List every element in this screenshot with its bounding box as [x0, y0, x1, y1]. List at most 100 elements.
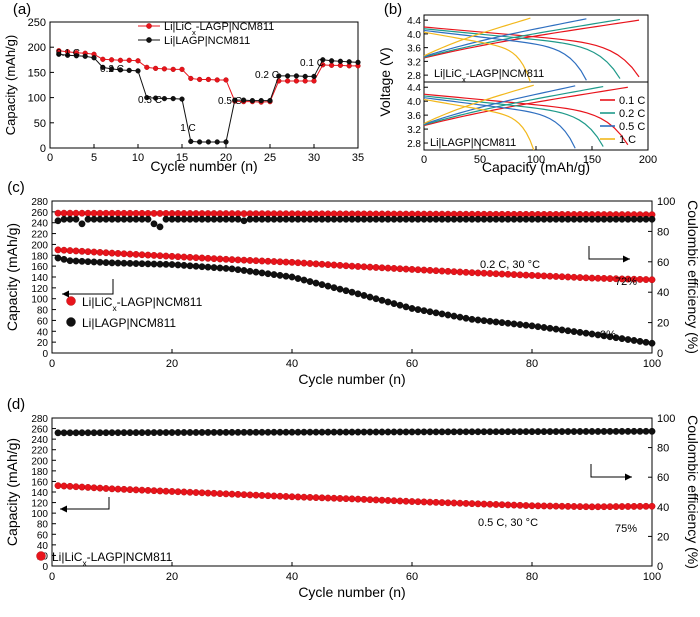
- panel-c-ce-point: [168, 210, 176, 217]
- panel-c-ce-point: [84, 215, 92, 223]
- panel-d-ce-point: [66, 429, 74, 437]
- panel-c-capacity-point: [324, 282, 332, 290]
- panel-d-capacity-point: [192, 489, 200, 496]
- panel-a-rate-label: 0.2 C: [255, 70, 279, 81]
- panel-c-capacity-point: [618, 335, 626, 343]
- panel-c-capacity-point: [126, 259, 134, 267]
- panel-d-capacity-point: [366, 496, 374, 504]
- panel-c-capacity-point: [576, 328, 584, 336]
- panel-c-ce-point: [582, 215, 590, 223]
- panel-d-capacity-point: [648, 502, 656, 510]
- panel-d-capacity-point: [504, 501, 512, 509]
- panel-a-series-point: [258, 98, 264, 104]
- panel-c-ce-point: [174, 215, 182, 223]
- panel-c-capacity-point: [102, 249, 110, 257]
- panel-c-capacity-point: [240, 256, 248, 264]
- panel-c-capacity-point: [282, 272, 290, 280]
- panel-c-ce-point: [300, 215, 308, 223]
- panel-d-capacity-point: [210, 489, 218, 497]
- panel-a-series-point: [82, 53, 88, 59]
- panel-c-capacity-point: [606, 275, 614, 282]
- panel-a-series-point: [267, 98, 273, 104]
- panel-c-y2tick-label: 80: [657, 226, 669, 238]
- panel-d-ytick-label: 260: [31, 425, 48, 436]
- panel-a-series-point: [100, 64, 106, 70]
- panel-a-series-point: [223, 139, 229, 145]
- panel-c-capacity-point: [66, 247, 74, 254]
- panel-a-series-point: [126, 67, 132, 73]
- panel-c-ce-point: [126, 215, 134, 223]
- panel-d-ce-point: [366, 428, 374, 436]
- panel-a-legend-entry: Li|LiCx-LAGP|NCM811: [164, 21, 274, 37]
- panel-c-capacity-point: [462, 314, 470, 322]
- panel-d-ce-point: [480, 428, 488, 436]
- panel-c-capacity-point: [294, 275, 302, 282]
- panel-d-ce-point: [354, 428, 362, 436]
- panel-c-ce-point: [96, 215, 104, 223]
- panel-d-ce-point: [306, 428, 314, 436]
- panel-d-ce-point: [198, 429, 206, 436]
- panel-b-discharge-curve-bottom: [423, 93, 629, 146]
- panel-c-capacity-point: [402, 265, 410, 273]
- panel-c-capacity-point: [258, 269, 266, 277]
- panel-b-ytick-label-top: 4.0: [407, 30, 421, 41]
- panel-c-capacity-point: [222, 255, 230, 263]
- panel-c-ylabel: Capacity (mAh/g): [4, 223, 20, 331]
- panel-c-capacity-point: [414, 266, 422, 274]
- panel-b-charge-curve-bottom: [423, 85, 604, 126]
- panel-c-capacity-point: [366, 293, 374, 301]
- panel-c-ytick-label: 100: [31, 295, 48, 306]
- panel-c-ce-point: [600, 215, 608, 223]
- panel-c-xtick-label: 60: [406, 358, 418, 370]
- panel-a-label: (a): [13, 1, 31, 18]
- panel-c-capacity-point: [228, 256, 236, 264]
- panel-c-condition: 0.2 C, 30 °C: [480, 259, 540, 271]
- panel-d-ce-point: [426, 428, 434, 436]
- panel-d-ce-point: [468, 428, 476, 436]
- panel-a-rate-label: 0.1 C: [56, 48, 80, 59]
- panel-d-ce-point: [648, 427, 656, 435]
- panel-d-capacity-point: [72, 483, 80, 491]
- panel-c-ce-point: [492, 215, 500, 223]
- panel-c-ce-point: [174, 210, 182, 217]
- panel-c-capacity-point: [354, 290, 362, 298]
- panel-d-ce-point: [108, 429, 116, 437]
- panel-d-capacity-point: [204, 489, 212, 497]
- panel-c-ce-point: [120, 209, 128, 217]
- panel-d-capacity-point: [630, 503, 638, 510]
- panel-c-ce-point: [342, 215, 350, 223]
- panel-c-ce-point: [210, 215, 218, 223]
- panel-d-capacity-point: [420, 498, 428, 506]
- panel-c-ytick-label: 60: [37, 316, 49, 327]
- panel-d-capacity-point: [564, 502, 572, 510]
- panel-d-ce-point: [474, 428, 482, 436]
- panel-d-capacity-point: [606, 503, 614, 511]
- panel-d-ce-point: [342, 428, 350, 436]
- panel-d-capacity-point: [360, 495, 368, 503]
- panel-c-ce-point: [546, 215, 554, 223]
- panel-c-capacity-point: [588, 330, 596, 338]
- panel-a-series-point: [179, 96, 185, 102]
- panel-d-ce-point: [462, 428, 470, 436]
- panel-a-axes: [49, 21, 359, 149]
- panel-d-ce-point: [234, 428, 242, 436]
- panel-b-ytick-label-bottom: 2.8: [407, 139, 421, 150]
- panel-c-capacity-point: [372, 295, 380, 303]
- panel-c-ytick-label: 120: [31, 284, 48, 295]
- panel-c-y2tick-label: 40: [657, 287, 669, 299]
- panel-d-ytick-label: 40: [37, 541, 49, 552]
- panel-a-series-point: [197, 76, 203, 83]
- panel-c-ce-point: [78, 209, 86, 217]
- panel-c-ce-point: [240, 217, 248, 225]
- panel-c-ce-point: [288, 215, 296, 223]
- panel-c-ce-point: [234, 215, 242, 223]
- panel-c-capacity-point: [408, 305, 416, 312]
- panel-a-series-point: [108, 66, 115, 72]
- panel-d-capacity-point: [486, 500, 494, 508]
- panel-d-ce-point: [450, 428, 458, 436]
- panel-c-xtick-label: 100: [643, 358, 661, 370]
- panel-a-series-point: [117, 57, 124, 63]
- panel-c-arrow-left: [62, 279, 114, 295]
- panel-d-y2tick-label: 100: [657, 413, 675, 425]
- panel-d-capacity-point: [246, 491, 254, 499]
